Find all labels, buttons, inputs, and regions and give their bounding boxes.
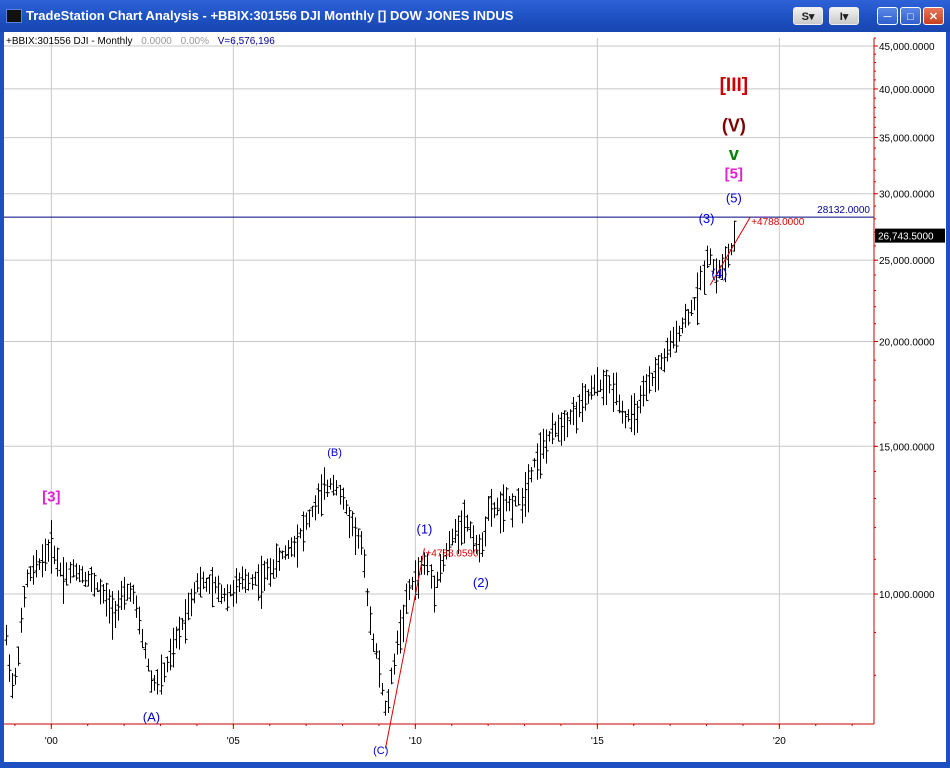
price-tick-label: 40,000.0000 (879, 85, 935, 96)
wave-label: [5] (725, 165, 743, 182)
date-tick-label: '05 (227, 736, 240, 747)
minimize-icon: ─ (883, 11, 892, 23)
wave-label: (B) (327, 447, 342, 459)
maximize-button[interactable]: □ (900, 7, 921, 25)
trendline-label: +4788.0590 (425, 548, 479, 559)
chart-area[interactable]: 28132.0000 +4788.0590 +4788.0000 [3] (A) (B) (… (4, 32, 946, 762)
last-price-box (875, 228, 945, 243)
date-tick-label: '10 (409, 736, 422, 747)
close-button[interactable]: ✕ (923, 7, 944, 25)
price-tick-label: 20,000.0000 (879, 337, 935, 348)
symbol-label: +BBIX:301556 DJI - Monthly (6, 36, 132, 47)
price-tick-label: 35,000.0000 (879, 134, 935, 145)
chevron-down-icon: ▾ (842, 11, 849, 23)
chart-header: +BBIX:301556 DJI - Monthly 0.0000 0.00% … (6, 36, 275, 47)
price-tick-label: 15,000.0000 (879, 442, 935, 453)
wave-label: (1) (416, 522, 432, 537)
minimize-button[interactable]: ─ (877, 7, 898, 25)
wave-label: (4) (711, 266, 727, 281)
wave-label: (2) (473, 575, 489, 590)
price-chart[interactable]: 28132.0000 +4788.0590 +4788.0000 [3] (A) (B) (… (4, 32, 946, 762)
grid (4, 38, 874, 724)
axes: 10,000.0000 15,000.0000 20,000.0000 25,000.… (4, 37, 945, 747)
close-icon: ✕ (928, 11, 939, 23)
trendline (384, 548, 425, 749)
wave-label: (V) (722, 115, 746, 135)
wave-label: (5) (726, 190, 742, 205)
annotations: 28132.0000 +4788.0590 +4788.0000 [3] (A) (B) (… (4, 75, 874, 762)
change-percent: 0.00% (181, 36, 209, 47)
wave-label: [4] (372, 761, 390, 762)
price-tick-label: 10,000.0000 (879, 590, 935, 601)
chevron-down-icon: ▾ (808, 11, 815, 23)
ohlc-bars (4, 220, 737, 716)
trendline (709, 216, 751, 286)
wave-label: (3) (699, 211, 715, 226)
last-price-label: 26,743.5000 (878, 232, 934, 243)
wave-label: (C) (373, 745, 388, 757)
wave-label: [3] (42, 488, 60, 505)
change-value: 0.0000 (141, 36, 172, 47)
price-tick-label: 45,000.0000 (879, 42, 935, 53)
wave-label: [III] (720, 75, 749, 96)
date-tick-label: '15 (591, 736, 604, 747)
date-tick-label: '00 (45, 736, 58, 747)
price-tick-label: 25,000.0000 (879, 256, 935, 267)
window-title: TradeStation Chart Analysis - +BBIX:3015… (26, 8, 514, 23)
wave-label: v (729, 144, 739, 164)
trendline-label: +4788.0000 (751, 217, 805, 228)
price-tick-label: 30,000.0000 (879, 190, 935, 201)
wave-label: (A) (143, 709, 160, 724)
app-icon (6, 9, 22, 23)
indicator-dropdown-button[interactable]: I▾ (829, 7, 859, 25)
title-bar: TradeStation Chart Analysis - +BBIX:3015… (0, 0, 950, 32)
date-tick-label: '20 (773, 736, 786, 747)
maximize-icon: □ (907, 11, 914, 23)
symbol-dropdown-button[interactable]: S▾ (793, 7, 823, 25)
volume-value: V=6,576,196 (218, 36, 275, 47)
resistance-label: 28132.0000 (817, 205, 870, 216)
